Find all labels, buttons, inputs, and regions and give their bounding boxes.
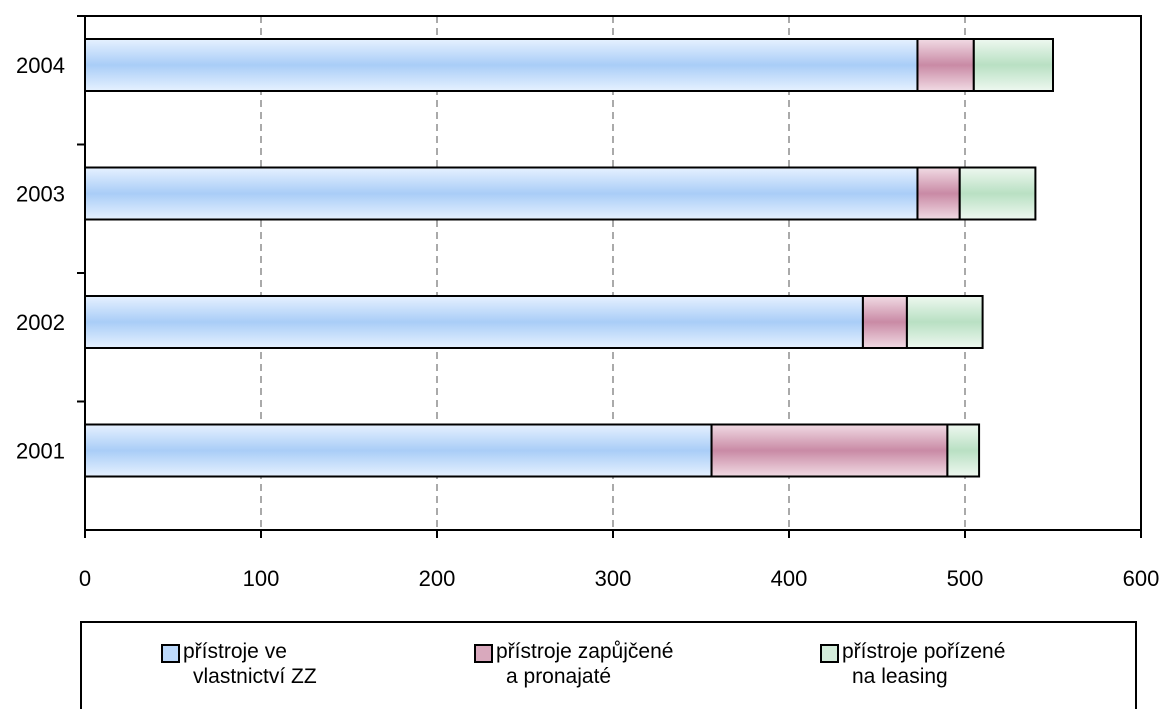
legend-item-owned: přístroje ve vlastnictví ZZ [161, 639, 317, 689]
chart: 0 100 200 300 400 500 600 2004 2003 2002 2001 [16, 15, 1159, 591]
legend-swatch-borrowed [474, 644, 493, 663]
y-axis: 2004 2003 2002 2001 [16, 15, 85, 464]
y-tick-label-2002: 2002 [16, 310, 65, 335]
x-tick-label-100: 100 [243, 566, 280, 591]
bar-2003-series-0 [84, 166, 919, 221]
legend-label-leasing: přístroje pořízené na leasing [842, 640, 1006, 688]
gridlines [260, 16, 966, 530]
bar-2002-series-2 [905, 295, 984, 349]
y-tick-label-2001: 2001 [16, 439, 65, 464]
x-tick-label-400: 400 [771, 566, 808, 591]
legend-swatch-owned [161, 644, 180, 663]
legend-swatch-leasing [820, 644, 839, 663]
x-tick-label-600: 600 [1123, 566, 1160, 591]
y-tick-label-2004: 2004 [16, 53, 65, 78]
x-tick-label-0: 0 [79, 566, 91, 591]
bar-2001-series-2 [946, 423, 981, 478]
x-axis: 0 100 200 300 400 500 600 [79, 530, 1159, 591]
x-tick-label-500: 500 [947, 566, 984, 591]
bar-2002-series-1 [861, 295, 908, 349]
bars [84, 38, 1054, 478]
legend: přístroje ve vlastnictví ZZ přístroje za… [80, 621, 1137, 709]
bar-2002-series-0 [84, 295, 864, 349]
legend-label-owned: přístroje ve vlastnictví ZZ [183, 640, 317, 688]
legend-item-borrowed: přístroje zapůjčené a pronajaté [474, 639, 673, 689]
legend-label-borrowed: přístroje zapůjčené a pronajaté [496, 640, 674, 688]
bar-2004-series-0 [84, 38, 919, 92]
x-tick-label-200: 200 [419, 566, 456, 591]
bar-2003-series-2 [958, 166, 1037, 221]
y-tick-label-2003: 2003 [16, 182, 65, 207]
bar-2003-series-1 [916, 166, 961, 221]
x-tick-label-300: 300 [595, 566, 632, 591]
bar-2001-series-0 [84, 423, 713, 478]
bar-2001-series-1 [710, 423, 949, 478]
bar-2004-series-1 [916, 38, 975, 92]
bar-2004-series-2 [972, 38, 1054, 92]
legend-item-leasing: přístroje pořízené na leasing [820, 639, 1005, 689]
